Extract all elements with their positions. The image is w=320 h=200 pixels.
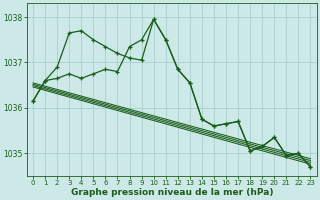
X-axis label: Graphe pression niveau de la mer (hPa): Graphe pression niveau de la mer (hPa) <box>70 188 273 197</box>
